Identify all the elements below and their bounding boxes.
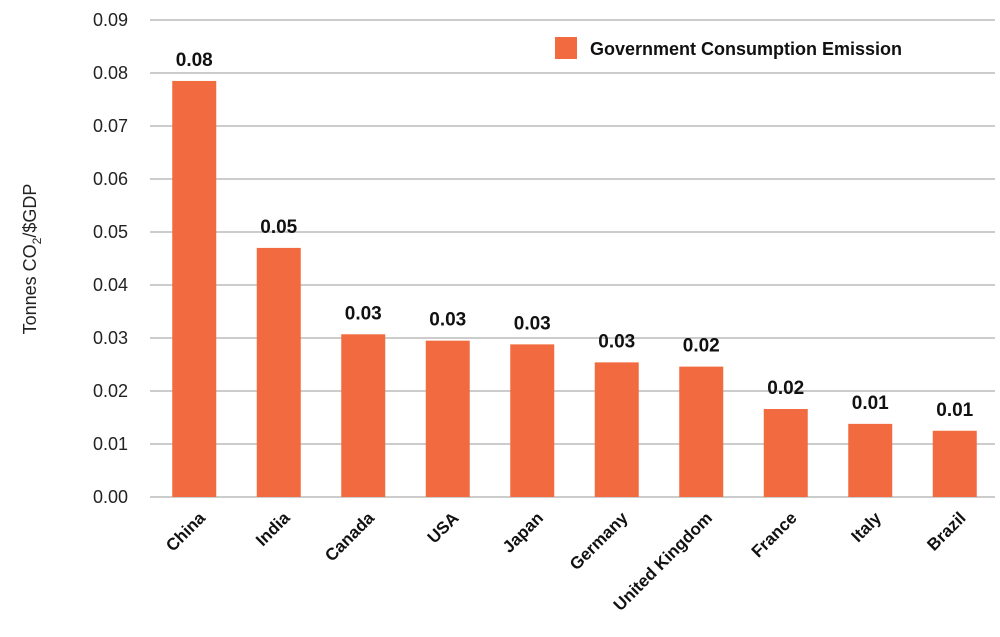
category-label: France <box>748 508 801 561</box>
category-label: India <box>252 508 294 550</box>
y-axis-ticks: 0.00 0.01 0.02 0.03 0.04 0.05 0.06 0.07 0.08 0.09 <box>93 10 128 507</box>
category-label: China <box>162 508 209 555</box>
category-label: Japan <box>499 508 547 556</box>
data-label: 0.01 <box>852 393 889 414</box>
bars <box>172 80 977 497</box>
category-label: Brazil <box>923 508 969 554</box>
bar-canada <box>341 334 386 497</box>
data-labels: 0.08 0.05 0.03 0.03 0.03 0.03 0.02 0.02 0.01 0.01 <box>176 50 974 421</box>
data-label: 0.02 <box>683 336 720 357</box>
legend-swatch <box>555 37 577 59</box>
y-tick-label: 0.05 <box>93 222 128 242</box>
category-label: Canada <box>321 508 378 565</box>
bar-italy <box>848 423 893 497</box>
data-label: 0.03 <box>598 331 635 352</box>
y-tick-label: 0.02 <box>93 381 128 401</box>
data-label: 0.03 <box>429 310 466 331</box>
y-tick-label: 0.06 <box>93 169 128 189</box>
data-label: 0.05 <box>260 217 297 238</box>
y-tick-label: 0.08 <box>93 63 128 83</box>
bar-germany <box>594 362 639 497</box>
y-tick-label: 0.00 <box>93 487 128 507</box>
bar-united-kingdom <box>679 366 724 497</box>
data-label: 0.02 <box>767 378 804 399</box>
y-tick-label: 0.09 <box>93 10 128 30</box>
data-label: 0.03 <box>514 313 551 334</box>
y-tick-label: 0.03 <box>93 328 128 348</box>
legend-label: Government Consumption Emission <box>590 39 902 59</box>
category-label: Germany <box>566 508 632 574</box>
data-label: 0.03 <box>345 303 382 324</box>
bar-china <box>172 80 217 497</box>
bar-japan <box>510 344 555 497</box>
y-tick-label: 0.07 <box>93 116 128 136</box>
bar-india <box>256 247 301 497</box>
bar-usa <box>425 340 470 497</box>
legend: Government Consumption Emission <box>555 37 902 59</box>
y-tick-label: 0.04 <box>93 275 128 295</box>
data-label: 0.08 <box>176 50 213 71</box>
bar-france <box>763 409 808 497</box>
bar-brazil <box>932 430 977 497</box>
y-tick-label: 0.01 <box>93 434 128 454</box>
data-label: 0.01 <box>936 400 973 421</box>
y-axis-label: Tonnes CO2/$GDP <box>20 184 44 335</box>
category-label: USA <box>424 508 463 547</box>
category-label: Italy <box>848 508 886 546</box>
